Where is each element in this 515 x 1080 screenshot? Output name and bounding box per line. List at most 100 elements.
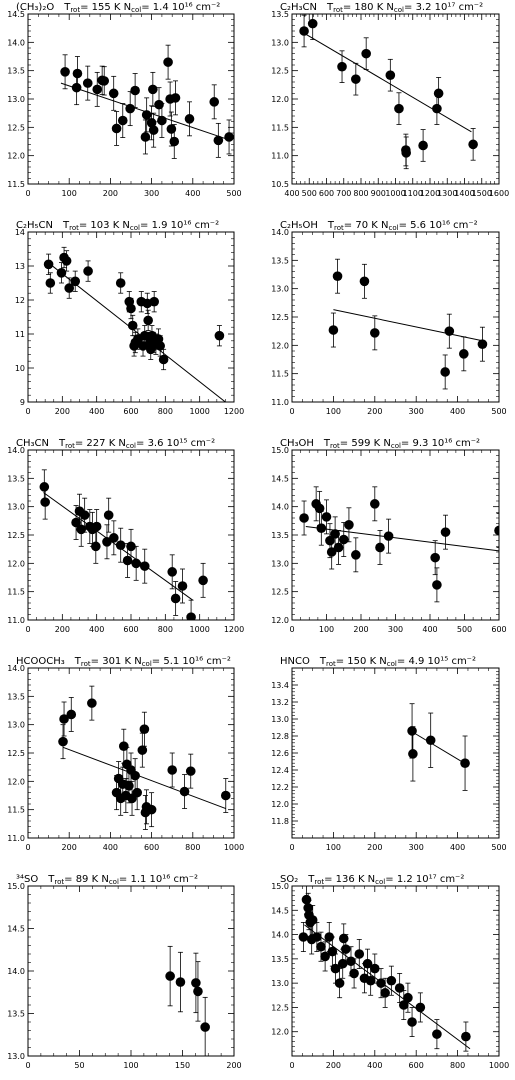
panel-3: C₂H₅CN Trot= 103 K Ncol= 1.9 10¹⁶ cm⁻² 9 10… <box>15 220 244 416</box>
trot-value: 70 <box>355 220 368 231</box>
data-point <box>403 982 413 1013</box>
x-tick-label: 400 <box>185 189 200 198</box>
data-point <box>99 66 110 96</box>
data-marker <box>299 26 309 36</box>
data-point <box>158 348 169 371</box>
data-marker <box>167 567 177 577</box>
x-tick-label: 800 <box>185 843 200 852</box>
ncol-value: 3.2 10¹⁷ cm⁻² <box>416 2 484 13</box>
data-marker <box>139 724 150 734</box>
data-marker <box>341 944 351 954</box>
y-tick-label: 11.0 <box>7 616 25 625</box>
molecule-label: C₂H₃CN <box>280 2 317 13</box>
data-marker <box>333 542 344 553</box>
y-tick-label: 14.0 <box>7 38 25 47</box>
x-tick-label: 500 <box>226 189 241 198</box>
y-tick-label: 12.5 <box>7 123 25 132</box>
data-point <box>141 97 152 133</box>
data-marker <box>344 520 354 530</box>
data-point <box>220 778 231 813</box>
panel-2: C₂H₃CN Trot= 180 K Ncol= 3.2 10¹⁷ cm⁻² 10.… <box>271 2 509 198</box>
x-tick-label: 0 <box>289 843 294 852</box>
data-point <box>115 272 126 294</box>
y-tick-label: 14.5 <box>7 10 25 19</box>
data-marker <box>460 758 470 768</box>
data-point <box>58 724 68 760</box>
data-point <box>175 951 186 1013</box>
molecule-label: ³⁴SO <box>16 874 38 885</box>
data-marker <box>401 148 411 158</box>
data-point <box>111 111 122 146</box>
data-marker <box>148 125 159 135</box>
data-marker <box>83 266 93 276</box>
x-tick-label: 200 <box>226 1061 241 1070</box>
y-tick-label: 13 <box>15 262 25 271</box>
data-point <box>167 554 177 590</box>
molecule-label: C₂H₅CN <box>16 220 53 231</box>
data-point <box>320 941 330 972</box>
data-point <box>444 313 455 349</box>
data-marker <box>117 115 128 126</box>
x-tick-label: 1300 <box>437 189 457 198</box>
y-tick-label: 12.6 <box>271 749 289 758</box>
data-marker <box>316 523 327 533</box>
data-point <box>338 522 349 557</box>
x-tick-label: 100 <box>326 407 341 416</box>
data-point <box>432 567 442 603</box>
data-point <box>83 260 93 282</box>
panel-5: CH₃CN Trot= 227 K Ncol= 3.6 10¹⁵ cm⁻² 11.0… <box>7 438 244 634</box>
ncol-value: 5.1 10¹⁶ cm⁻² <box>163 656 231 667</box>
data-marker <box>299 513 309 523</box>
panel-title: C₂H₅OH Trot= 70 K Ncol= 5.6 10¹⁶ cm⁻² <box>280 220 478 232</box>
data-point <box>359 263 370 299</box>
data-point <box>185 753 196 789</box>
data-marker <box>407 726 417 736</box>
data-point <box>461 1021 471 1052</box>
data-marker <box>139 561 150 571</box>
data-marker <box>163 57 173 67</box>
y-tick-label: 12.5 <box>7 531 25 540</box>
x-tick-label: 0 <box>25 189 30 198</box>
panel-title: C₂H₃CN Trot= 180 K Ncol= 3.2 10¹⁷ cm⁻² <box>280 2 483 14</box>
data-marker <box>298 932 309 942</box>
data-point <box>415 992 426 1023</box>
y-tick-label: 13.5 <box>271 531 289 540</box>
data-point <box>132 775 142 811</box>
data-marker <box>314 503 325 514</box>
data-layer <box>39 469 208 620</box>
data-marker <box>87 698 97 708</box>
y-tick-label: 13.5 <box>271 955 289 964</box>
data-point <box>45 272 56 294</box>
data-marker <box>140 132 151 142</box>
data-marker <box>494 525 499 536</box>
data-layer <box>43 246 226 402</box>
x-tick-label: 1200 <box>420 189 440 198</box>
y-tick-label: 11 <box>15 330 25 339</box>
y-tick-label: 13.0 <box>7 721 25 730</box>
x-tick-label: 100 <box>123 1061 138 1070</box>
data-marker <box>66 709 77 720</box>
data-marker <box>39 482 50 492</box>
x-tick-label: 900 <box>371 189 386 198</box>
trot-value: 89 <box>76 874 89 885</box>
x-tick-label: 1200 <box>224 625 244 634</box>
x-tick-label: 600 <box>409 1061 424 1070</box>
data-marker <box>198 575 208 586</box>
data-layer <box>298 886 471 1052</box>
y-tick-label: 14.0 <box>271 228 289 237</box>
x-tick-label: 1100 <box>403 189 423 198</box>
y-tick-label: 13.5 <box>7 1010 25 1019</box>
x-tick-label: 0 <box>25 1061 30 1070</box>
x-tick-label: 300 <box>409 843 424 852</box>
y-tick-label: 14.5 <box>271 474 289 483</box>
data-marker <box>108 88 119 99</box>
y-tick-label: 13.0 <box>271 38 289 47</box>
data-marker <box>432 103 442 114</box>
data-marker <box>361 48 371 59</box>
data-marker <box>154 99 164 110</box>
data-marker <box>58 736 68 747</box>
data-marker <box>444 326 455 336</box>
x-tick-label: 400 <box>103 843 118 852</box>
x-tick-label: 1000 <box>189 625 209 634</box>
data-marker <box>170 93 181 103</box>
